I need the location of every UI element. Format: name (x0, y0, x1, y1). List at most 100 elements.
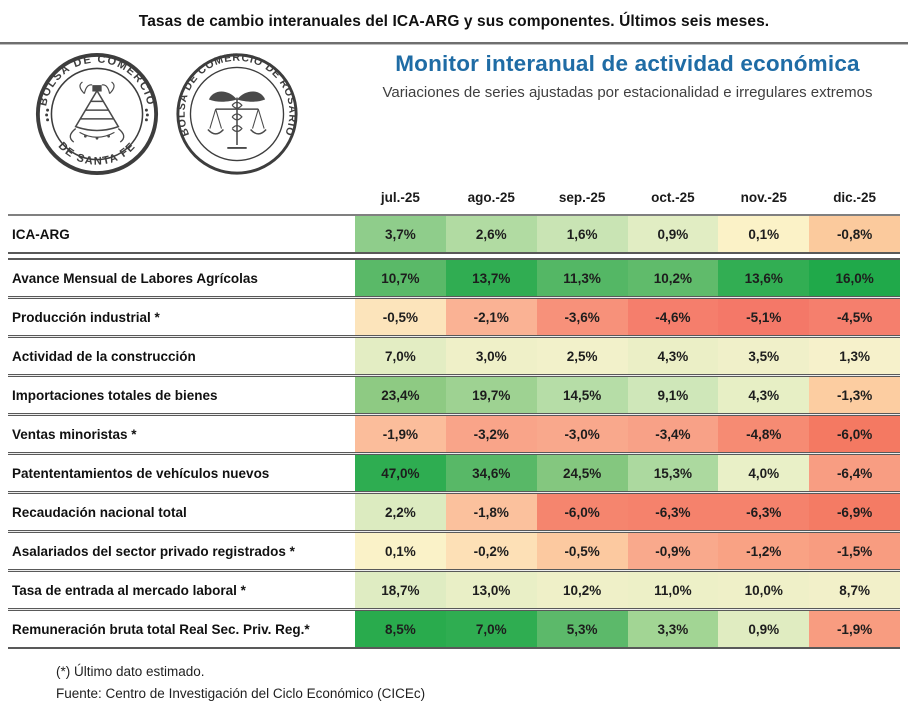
value-cell: 4,0% (718, 455, 810, 491)
page-title: Tasas de cambio interanuales del ICA-ARG… (138, 13, 770, 30)
month-header: oct.-25 (651, 190, 695, 205)
row-label: Remuneración bruta total Real Sec. Priv.… (8, 611, 355, 647)
value-cell: 8,5% (355, 611, 446, 647)
value-cell: -1,5% (809, 533, 900, 569)
value-cell: -6,4% (809, 455, 900, 491)
value-cell: -1,8% (445, 494, 537, 530)
footnote-source: Fuente: Centro de Investigación del Cicl… (56, 686, 426, 702)
value-cell: -6,0% (809, 416, 900, 452)
month-header: dic.-25 (833, 190, 876, 205)
value-cell: 3,5% (718, 338, 810, 374)
value-cell: 18,7% (355, 572, 446, 608)
monitor-title: Monitor interanual de actividad económic… (395, 51, 860, 76)
value-cell: 24,5% (536, 455, 628, 491)
value-cell: 4,3% (627, 338, 719, 374)
value-cell: 14,5% (536, 377, 628, 413)
value-cell: -0,5% (536, 533, 628, 569)
value-cell: 9,1% (627, 377, 719, 413)
monitor-subtitle: Variaciones de series ajustadas por esta… (382, 84, 873, 101)
value-cell: -6,0% (536, 494, 628, 530)
seal-side-dots (45, 108, 149, 122)
value-cell: -0,9% (627, 533, 719, 569)
value-cell: 11,0% (627, 572, 719, 608)
value-cell: 7,0% (445, 611, 537, 647)
row-label: Avance Mensual de Labores Agrícolas (8, 260, 355, 296)
value-cell: -1,2% (718, 533, 810, 569)
table-row: Recaudación nacional total 2,2% -1,8% -6,0%… (8, 494, 900, 530)
table-row: Actividad de la construcción 7,0% 3,0% 2,5%… (8, 338, 900, 374)
header: BOLSA DE COMERCIO DE SANTA FE (0, 45, 908, 177)
footnotes: (*) Último dato estimado. Fuente: Centro… (56, 661, 908, 706)
row-separator (8, 296, 900, 299)
value-cell: -1,9% (809, 611, 900, 647)
value-cell: 4,3% (718, 377, 810, 413)
value-cell: 34,6% (445, 455, 537, 491)
value-cell: 2,5% (536, 338, 628, 374)
value-cell: 10,2% (627, 260, 719, 296)
value-cell: 0,9% (718, 611, 810, 647)
value-cell: -6,3% (627, 494, 719, 530)
row-separator (8, 252, 900, 260)
row-separator (8, 452, 900, 455)
value-cell: 5,3% (536, 611, 628, 647)
row-label: Importaciones totales de bienes (8, 377, 355, 413)
value-cell: 0,1% (355, 533, 446, 569)
value-cell: -0,5% (355, 299, 446, 335)
value-cell: 0,9% (627, 216, 719, 252)
row-separator (8, 335, 900, 338)
table-row: Producción industrial * -0,5% -2,1% -3,6% -4… (8, 299, 900, 335)
value-cell: 13,6% (718, 260, 810, 296)
value-cell: -6,3% (718, 494, 810, 530)
value-cell: 8,7% (809, 572, 900, 608)
value-cell: 47,0% (355, 455, 446, 491)
value-cell: 1,3% (809, 338, 900, 374)
value-cell: 10,7% (355, 260, 446, 296)
value-cell: -3,4% (627, 416, 719, 452)
value-cell: 23,4% (355, 377, 446, 413)
row-label: Ventas minoristas * (8, 416, 355, 452)
row-label: Asalariados del sector privado registrad… (8, 533, 355, 569)
row-separator (8, 608, 900, 611)
value-cell: -4,6% (627, 299, 719, 335)
row-separator (8, 569, 900, 572)
row-separator (8, 413, 900, 416)
row-label: Actividad de la construcción (8, 338, 355, 374)
months-row: jul.-25 ago.-25 sep.-25 oct.-25 nov.-25 dic.-… (8, 183, 900, 214)
row-label: Producción industrial * (8, 299, 355, 335)
table-top-border (8, 214, 900, 216)
svg-text:BOLSA DE COMERCIO: BOLSA DE COMERCIO (37, 53, 157, 107)
row-label: Patententamientos de vehículos nuevos (8, 455, 355, 491)
value-cell: 3,7% (355, 216, 446, 252)
rosario-seal-logo: BOLSA DE COMERCIO DE ROSARIO (176, 52, 298, 175)
value-cell: -6,9% (809, 494, 900, 530)
row-label: Tasa de entrada al mercado laboral * (8, 572, 355, 608)
value-cell: 10,2% (536, 572, 628, 608)
row-separator (8, 491, 900, 494)
value-cell: 2,6% (445, 216, 537, 252)
table-row: Avance Mensual de Labores Agrícolas 10,7%… (8, 260, 900, 296)
beehive-emblem (69, 81, 125, 143)
value-cell: 13,0% (445, 572, 537, 608)
value-cell: -0,2% (445, 533, 537, 569)
value-cell: -0,8% (809, 216, 900, 252)
santa-fe-seal-logo: BOLSA DE COMERCIO DE SANTA FE (35, 52, 159, 176)
month-header: jul.-25 (380, 190, 420, 205)
month-header: nov.-25 (740, 190, 787, 205)
row-label: ICA-ARG (8, 216, 355, 252)
table-row: Tasa de entrada al mercado laboral * 18,7… (8, 572, 900, 608)
value-cell: 13,7% (445, 260, 537, 296)
table-row: Ventas minoristas * -1,9% -3,2% -3,0% -3,4% -… (8, 416, 900, 452)
value-cell: -2,1% (445, 299, 537, 335)
value-cell: -5,1% (718, 299, 810, 335)
value-cell: 16,0% (809, 260, 900, 296)
value-cell: 3,0% (445, 338, 537, 374)
value-cell: -3,6% (536, 299, 628, 335)
table-row: Asalariados del sector privado registrad… (8, 533, 900, 569)
value-cell: 11,3% (536, 260, 628, 296)
value-cell: 7,0% (355, 338, 446, 374)
title-divider (0, 42, 908, 45)
value-cell: 19,7% (445, 377, 537, 413)
month-header: sep.-25 (558, 190, 606, 205)
logo-group: BOLSA DE COMERCIO DE SANTA FE (8, 49, 355, 177)
value-cell: 10,0% (718, 572, 810, 608)
